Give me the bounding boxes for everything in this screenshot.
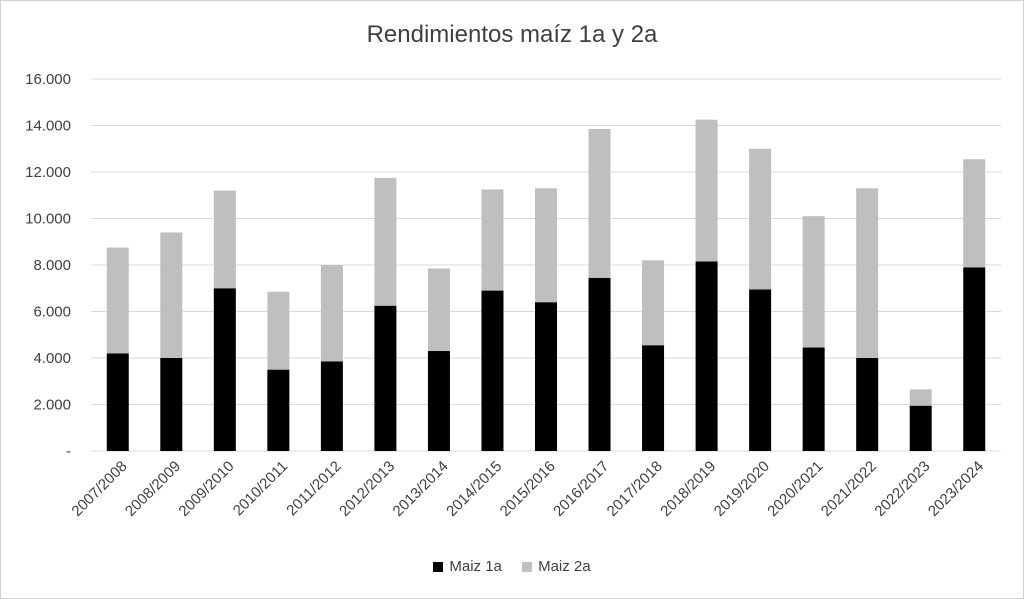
x-tick-label: 2013/2014 bbox=[390, 458, 452, 520]
y-tick-label: 12.000 bbox=[25, 164, 71, 181]
bar-maiz-1a bbox=[160, 358, 183, 451]
y-tick-label: 8.000 bbox=[33, 257, 71, 274]
bar-maiz-2a bbox=[856, 188, 879, 358]
bar-maiz-1a bbox=[427, 351, 450, 451]
y-tick-label: 6.000 bbox=[33, 304, 71, 321]
bar-maiz-1a bbox=[963, 267, 986, 451]
bar-maiz-1a bbox=[642, 345, 665, 451]
y-tick-label: 4.000 bbox=[33, 350, 71, 367]
y-tick-label: 2.000 bbox=[33, 397, 71, 414]
bar-maiz-1a bbox=[213, 288, 236, 451]
bar-maiz-2a bbox=[535, 188, 557, 303]
bar-maiz-1a bbox=[749, 289, 772, 451]
bar-maiz-1a bbox=[267, 369, 290, 451]
x-tick-label: 2017/2018 bbox=[604, 458, 666, 520]
x-tick-label: 2012/2013 bbox=[336, 458, 398, 520]
bar-maiz-1a bbox=[106, 353, 129, 451]
x-tick-label: 2011/2012 bbox=[283, 458, 344, 519]
bar-maiz-2a bbox=[160, 232, 183, 358]
x-tick-label: 2010/2011 bbox=[230, 458, 291, 519]
legend-label-maiz-1a: Maiz 1a bbox=[449, 558, 502, 575]
x-tick-label: 2014/2015 bbox=[443, 458, 505, 520]
chart-title: Rendimientos maíz 1a y 2a bbox=[366, 21, 658, 48]
legend-label-maiz-2a: Maiz 2a bbox=[538, 558, 591, 575]
x-tick-label: 2009/2010 bbox=[175, 458, 237, 520]
y-tick-label: 10.000 bbox=[25, 211, 71, 228]
bar-maiz-1a bbox=[856, 358, 879, 451]
legend-item-maiz-2a: Maiz 2a bbox=[522, 558, 591, 575]
bar-maiz-2a bbox=[695, 119, 718, 262]
y-tick-label: 16.000 bbox=[25, 71, 71, 88]
y-tick-label: 14.000 bbox=[25, 118, 71, 135]
legend-item-maiz-1a: Maiz 1a bbox=[433, 558, 502, 575]
bar-maiz-2a bbox=[267, 291, 290, 370]
bar-maiz-1a bbox=[535, 302, 557, 451]
bar-maiz-2a bbox=[909, 389, 932, 406]
bar-maiz-2a bbox=[106, 247, 129, 354]
bar-maiz-1a bbox=[588, 277, 611, 451]
chart-legend: Maiz 1a Maiz 2a bbox=[1, 558, 1023, 575]
bar-maiz-1a bbox=[802, 347, 825, 451]
bar-maiz-2a bbox=[427, 268, 450, 352]
y-tick-label: - bbox=[66, 443, 71, 460]
bar-maiz-2a bbox=[213, 190, 236, 289]
bar-maiz-2a bbox=[320, 265, 343, 362]
x-tick-label: 2018/2019 bbox=[657, 458, 719, 520]
x-tick-label: 2022/2023 bbox=[871, 458, 933, 520]
bar-maiz-1a bbox=[481, 290, 504, 451]
bar-maiz-1a bbox=[909, 405, 932, 451]
bar-maiz-2a bbox=[749, 148, 772, 290]
bar-maiz-1a bbox=[695, 261, 718, 451]
bar-maiz-2a bbox=[963, 159, 986, 268]
x-tick-label: 2019/2020 bbox=[711, 458, 773, 520]
x-tick-label: 2020/2021 bbox=[764, 458, 826, 520]
bar-maiz-2a bbox=[374, 177, 397, 306]
bar-maiz-2a bbox=[802, 216, 825, 348]
bar-maiz-2a bbox=[481, 189, 504, 291]
legend-swatch-maiz-2a bbox=[522, 562, 533, 573]
bar-maiz-1a bbox=[374, 305, 397, 451]
legend-swatch-maiz-1a bbox=[433, 562, 444, 573]
x-tick-label: 2015/2016 bbox=[497, 458, 559, 520]
bar-maiz-1a bbox=[320, 361, 343, 451]
bar-maiz-2a bbox=[642, 260, 665, 346]
x-tick-label: 2016/2017 bbox=[550, 458, 612, 520]
x-tick-label: 2007/2008 bbox=[68, 458, 130, 520]
x-tick-label: 2008/2009 bbox=[122, 458, 184, 520]
x-tick-label: 2023/2024 bbox=[925, 458, 987, 520]
x-tick-label: 2021/2022 bbox=[818, 458, 880, 520]
bar-maiz-2a bbox=[588, 128, 611, 278]
